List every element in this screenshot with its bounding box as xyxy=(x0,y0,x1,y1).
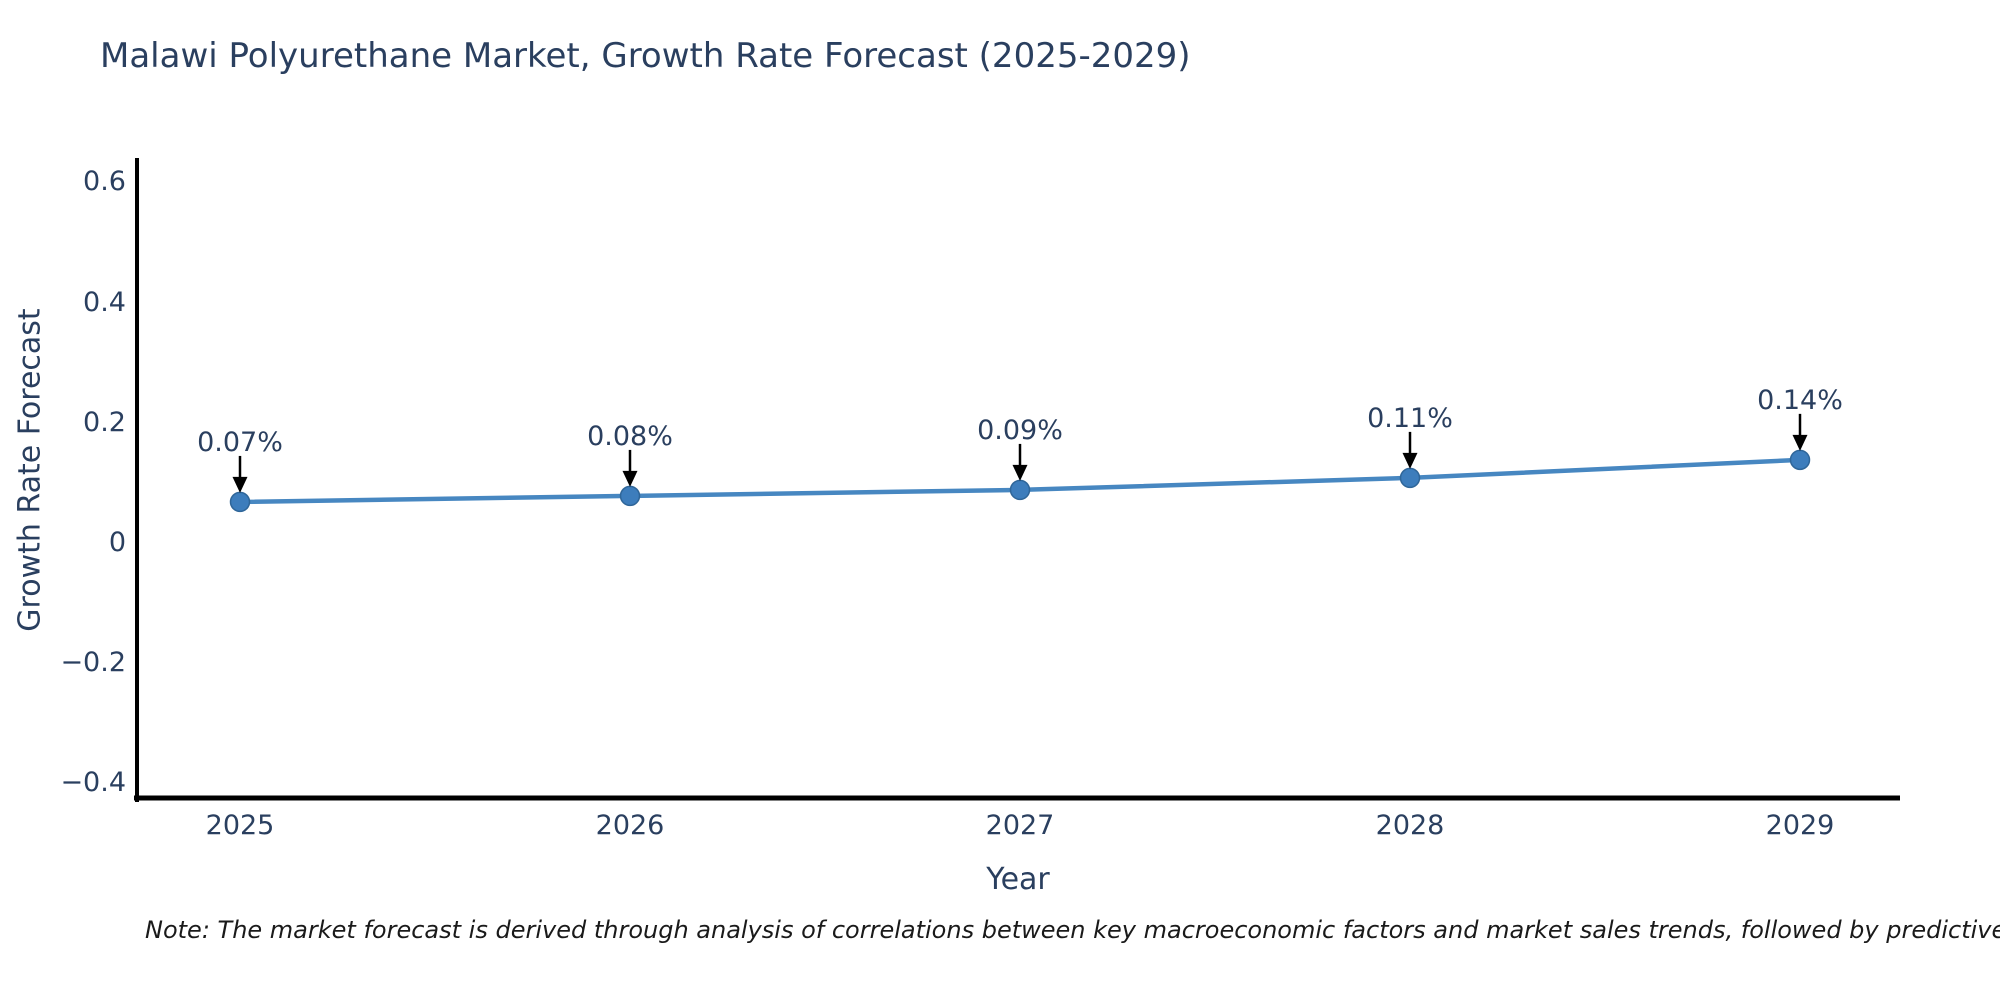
y-tick-label: −0.2 xyxy=(60,647,126,679)
x-tick-label: 2025 xyxy=(205,810,275,841)
y-tick-label: 0.2 xyxy=(83,406,126,438)
annotation-arrowhead xyxy=(1402,452,1418,469)
footnote: Note: The market forecast is derived thr… xyxy=(145,916,2000,944)
x-axis-title: Year xyxy=(986,862,1050,897)
data-point-marker xyxy=(229,491,251,513)
y-tick-label: 0.6 xyxy=(83,166,126,198)
data-point-label: 0.09% xyxy=(977,414,1063,446)
x-tick-label: 2029 xyxy=(1765,810,1835,841)
annotation-arrowhead xyxy=(1792,434,1808,451)
x-tick-label: 2026 xyxy=(595,810,665,841)
annotation-arrowhead xyxy=(622,470,638,487)
y-tick-label: 0.4 xyxy=(83,286,126,318)
data-point-label: 0.07% xyxy=(197,426,283,458)
data-point-label: 0.14% xyxy=(1757,384,1843,416)
data-point-marker xyxy=(1399,467,1421,489)
annotation-arrowhead xyxy=(232,476,248,493)
y-tick-label: −0.4 xyxy=(60,767,126,799)
data-point-marker xyxy=(1789,449,1811,471)
data-point-marker xyxy=(1009,479,1031,501)
data-point-label: 0.11% xyxy=(1367,402,1453,434)
data-point-label: 0.08% xyxy=(587,420,673,452)
x-tick-label: 2027 xyxy=(985,810,1055,841)
data-point-marker xyxy=(619,485,641,507)
y-tick-label: 0 xyxy=(108,527,126,558)
annotation-arrowhead xyxy=(1012,464,1028,481)
x-tick-label: 2028 xyxy=(1375,810,1445,841)
chart-title: Malawi Polyurethane Market, Growth Rate … xyxy=(100,36,1191,76)
